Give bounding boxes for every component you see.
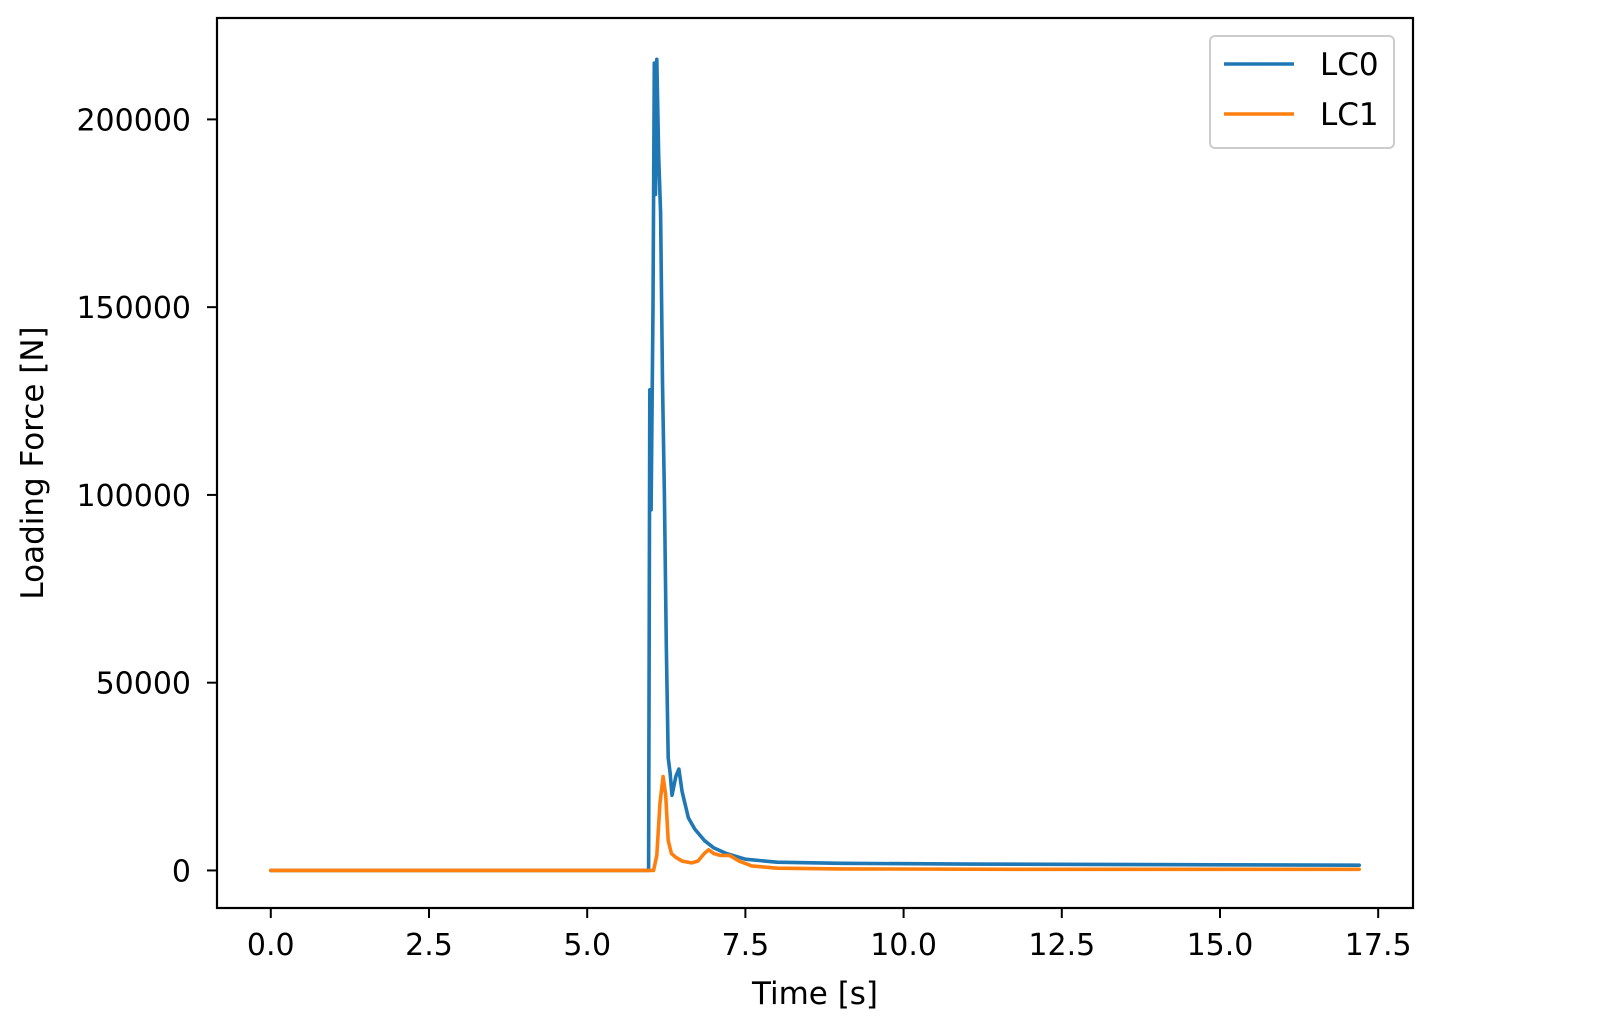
y-axis-label: Loading Force [N] (15, 326, 51, 599)
x-tick-label: 5.0 (563, 928, 611, 963)
y-tick-label: 200000 (76, 103, 191, 138)
y-tick-label: 0 (172, 854, 191, 889)
series-line-lc0 (269, 57, 1361, 873)
y-tick-label: 150000 (76, 291, 191, 326)
legend-label: LC0 (1320, 47, 1379, 83)
x-tick-label: 15.0 (1187, 928, 1254, 963)
x-axis-ticks: 0.0 2.5 5.0 7.5 10.0 12.5 15.0 17.5 (247, 908, 1412, 963)
x-axis-label: Time [s] (751, 976, 878, 1012)
x-tick-label: 2.5 (405, 928, 453, 963)
legend-label: LC1 (1320, 97, 1379, 133)
y-tick-label: 100000 (76, 479, 191, 514)
x-tick-label: 0.0 (247, 928, 295, 963)
x-tick-label: 12.5 (1028, 928, 1095, 963)
x-tick-label: 17.5 (1345, 928, 1412, 963)
series-line-lc1 (269, 774, 1361, 873)
axes-frame (215, 16, 1415, 910)
x-tick-label: 7.5 (722, 928, 770, 963)
x-tick-label: 10.0 (870, 928, 937, 963)
y-axis-ticks: 0 50000 100000 150000 200000 (76, 103, 217, 889)
y-tick-label: 50000 (96, 667, 191, 702)
plot-area (269, 57, 1361, 873)
